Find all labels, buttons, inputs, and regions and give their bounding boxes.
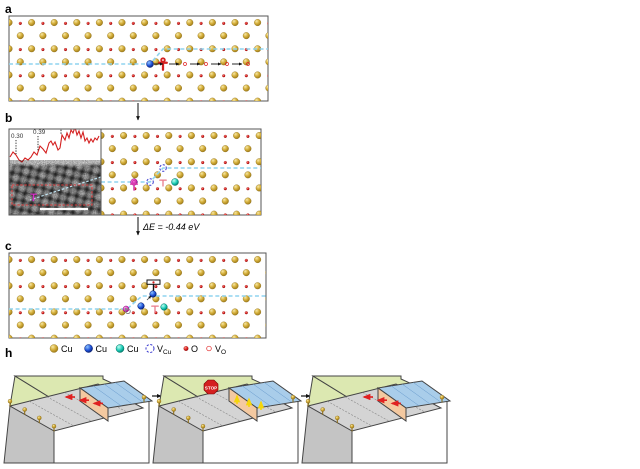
svg-text:a: a xyxy=(5,2,12,16)
svg-text:b: b xyxy=(5,111,12,125)
svg-text:Cu: Cu xyxy=(127,344,139,354)
svg-text:Cu: Cu xyxy=(61,344,73,354)
svg-text:STOP: STOP xyxy=(205,386,217,391)
svg-text:0.30: 0.30 xyxy=(11,133,24,140)
svg-text:T: T xyxy=(30,192,37,204)
svg-text:c: c xyxy=(5,239,12,253)
svg-text:h: h xyxy=(5,346,12,360)
svg-text:O: O xyxy=(191,344,198,354)
svg-text:0.39: 0.39 xyxy=(33,129,46,136)
svg-text:ΔE = -0.44 eV: ΔE = -0.44 eV xyxy=(142,222,200,232)
svg-text:Cu: Cu xyxy=(96,344,108,354)
